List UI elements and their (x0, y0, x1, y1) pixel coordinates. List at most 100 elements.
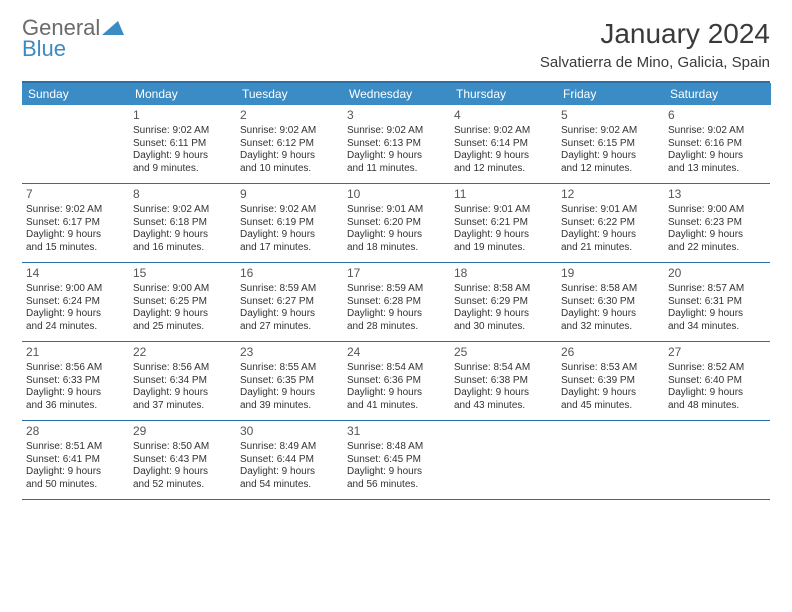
daylight-label-1: Daylight: 9 hours (347, 308, 446, 321)
sunrise-label: Sunrise: 9:02 AM (347, 125, 446, 138)
daylight-label-2: and 17 minutes. (240, 242, 339, 255)
daylight-label-1: Daylight: 9 hours (561, 150, 660, 163)
day-header-row: SundayMondayTuesdayWednesdayThursdayFrid… (22, 83, 770, 105)
sunrise-label: Sunrise: 9:02 AM (454, 125, 553, 138)
day-cell: 2Sunrise: 9:02 AMSunset: 6:12 PMDaylight… (236, 105, 343, 183)
sunrise-label: Sunrise: 9:02 AM (240, 204, 339, 217)
day-number: 2 (240, 108, 339, 123)
day-number: 8 (133, 187, 232, 202)
daylight-label-1: Daylight: 9 hours (668, 387, 767, 400)
day-number: 9 (240, 187, 339, 202)
weeks-container: 1Sunrise: 9:02 AMSunset: 6:11 PMDaylight… (22, 105, 770, 500)
daylight-label-2: and 24 minutes. (26, 321, 125, 334)
daylight-label-1: Daylight: 9 hours (454, 229, 553, 242)
day-header: Thursday (450, 83, 557, 105)
day-cell: 24Sunrise: 8:54 AMSunset: 6:36 PMDayligh… (343, 342, 450, 420)
daylight-label-1: Daylight: 9 hours (561, 387, 660, 400)
sunrise-label: Sunrise: 8:59 AM (347, 283, 446, 296)
daylight-label-1: Daylight: 9 hours (454, 150, 553, 163)
day-number: 6 (668, 108, 767, 123)
daylight-label-2: and 15 minutes. (26, 242, 125, 255)
week-row: 7Sunrise: 9:02 AMSunset: 6:17 PMDaylight… (22, 184, 770, 263)
daylight-label-1: Daylight: 9 hours (240, 150, 339, 163)
daylight-label-2: and 41 minutes. (347, 400, 446, 413)
day-cell: 13Sunrise: 9:00 AMSunset: 6:23 PMDayligh… (664, 184, 771, 262)
week-row: 1Sunrise: 9:02 AMSunset: 6:11 PMDaylight… (22, 105, 770, 184)
page-title: January 2024 (540, 18, 770, 50)
daylight-label-1: Daylight: 9 hours (347, 229, 446, 242)
sunset-label: Sunset: 6:29 PM (454, 296, 553, 309)
day-number: 10 (347, 187, 446, 202)
daylight-label-2: and 32 minutes. (561, 321, 660, 334)
sunrise-label: Sunrise: 8:56 AM (26, 362, 125, 375)
daylight-label-1: Daylight: 9 hours (26, 308, 125, 321)
daylight-label-2: and 21 minutes. (561, 242, 660, 255)
daylight-label-1: Daylight: 9 hours (561, 308, 660, 321)
sunrise-label: Sunrise: 8:57 AM (668, 283, 767, 296)
daylight-label-1: Daylight: 9 hours (133, 150, 232, 163)
day-cell: 12Sunrise: 9:01 AMSunset: 6:22 PMDayligh… (557, 184, 664, 262)
sunset-label: Sunset: 6:20 PM (347, 217, 446, 230)
sunrise-label: Sunrise: 9:01 AM (561, 204, 660, 217)
daylight-label-1: Daylight: 9 hours (133, 387, 232, 400)
daylight-label-1: Daylight: 9 hours (454, 308, 553, 321)
sunrise-label: Sunrise: 8:50 AM (133, 441, 232, 454)
day-number: 13 (668, 187, 767, 202)
daylight-label-2: and 39 minutes. (240, 400, 339, 413)
daylight-label-2: and 45 minutes. (561, 400, 660, 413)
day-number: 30 (240, 424, 339, 439)
daylight-label-2: and 52 minutes. (133, 479, 232, 492)
daylight-label-1: Daylight: 9 hours (347, 466, 446, 479)
day-header: Friday (557, 83, 664, 105)
daylight-label-1: Daylight: 9 hours (133, 308, 232, 321)
day-cell: 30Sunrise: 8:49 AMSunset: 6:44 PMDayligh… (236, 421, 343, 499)
week-row: 28Sunrise: 8:51 AMSunset: 6:41 PMDayligh… (22, 421, 770, 500)
daylight-label-2: and 13 minutes. (668, 163, 767, 176)
day-number: 23 (240, 345, 339, 360)
sunrise-label: Sunrise: 8:52 AM (668, 362, 767, 375)
day-number: 20 (668, 266, 767, 281)
daylight-label-1: Daylight: 9 hours (240, 308, 339, 321)
calendar-grid: SundayMondayTuesdayWednesdayThursdayFrid… (22, 81, 770, 500)
day-number: 31 (347, 424, 446, 439)
sunrise-label: Sunrise: 8:55 AM (240, 362, 339, 375)
daylight-label-2: and 28 minutes. (347, 321, 446, 334)
daylight-label-2: and 54 minutes. (240, 479, 339, 492)
daylight-label-1: Daylight: 9 hours (347, 150, 446, 163)
sunrise-label: Sunrise: 9:02 AM (26, 204, 125, 217)
day-number: 29 (133, 424, 232, 439)
title-block: January 2024 Salvatierra de Mino, Galici… (540, 18, 770, 71)
day-cell: 29Sunrise: 8:50 AMSunset: 6:43 PMDayligh… (129, 421, 236, 499)
day-header: Wednesday (343, 83, 450, 105)
daylight-label-2: and 19 minutes. (454, 242, 553, 255)
sunrise-label: Sunrise: 8:58 AM (454, 283, 553, 296)
brand-logo: General Blue (22, 18, 124, 60)
sunset-label: Sunset: 6:18 PM (133, 217, 232, 230)
sunrise-label: Sunrise: 9:02 AM (561, 125, 660, 138)
sunrise-label: Sunrise: 8:56 AM (133, 362, 232, 375)
daylight-label-2: and 25 minutes. (133, 321, 232, 334)
daylight-label-2: and 34 minutes. (668, 321, 767, 334)
daylight-label-1: Daylight: 9 hours (133, 466, 232, 479)
brand-line2: Blue (22, 36, 66, 61)
day-number: 25 (454, 345, 553, 360)
day-cell: 18Sunrise: 8:58 AMSunset: 6:29 PMDayligh… (450, 263, 557, 341)
sunset-label: Sunset: 6:28 PM (347, 296, 446, 309)
day-cell: 28Sunrise: 8:51 AMSunset: 6:41 PMDayligh… (22, 421, 129, 499)
day-cell (664, 421, 771, 499)
day-number: 15 (133, 266, 232, 281)
day-cell: 26Sunrise: 8:53 AMSunset: 6:39 PMDayligh… (557, 342, 664, 420)
day-cell: 19Sunrise: 8:58 AMSunset: 6:30 PMDayligh… (557, 263, 664, 341)
sunset-label: Sunset: 6:40 PM (668, 375, 767, 388)
day-cell (450, 421, 557, 499)
day-cell: 23Sunrise: 8:55 AMSunset: 6:35 PMDayligh… (236, 342, 343, 420)
daylight-label-1: Daylight: 9 hours (347, 387, 446, 400)
day-number: 27 (668, 345, 767, 360)
sunset-label: Sunset: 6:17 PM (26, 217, 125, 230)
sunrise-label: Sunrise: 8:49 AM (240, 441, 339, 454)
day-number: 22 (133, 345, 232, 360)
daylight-label-1: Daylight: 9 hours (26, 466, 125, 479)
daylight-label-1: Daylight: 9 hours (668, 308, 767, 321)
daylight-label-1: Daylight: 9 hours (26, 229, 125, 242)
sunrise-label: Sunrise: 9:01 AM (347, 204, 446, 217)
